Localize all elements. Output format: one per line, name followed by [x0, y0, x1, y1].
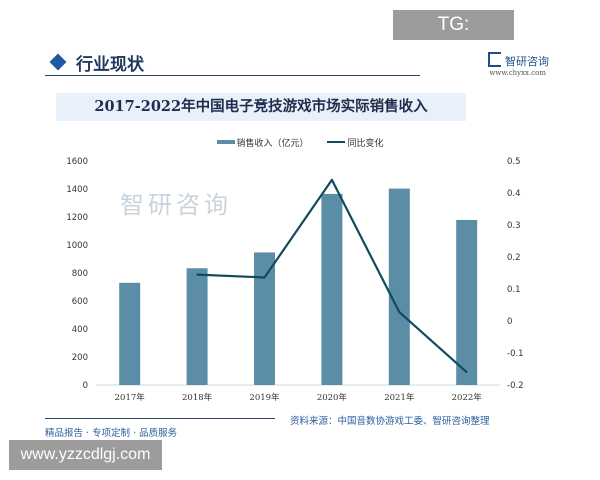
- bar-2018年: [186, 268, 208, 385]
- chart-title: 2017-2022年中国电子竞技游戏市场实际销售收入: [94, 98, 428, 115]
- y-right-tick-label: 0.3: [507, 221, 521, 231]
- y-left-tick-label: 200: [72, 353, 88, 363]
- growth-point-2022年: [465, 371, 468, 374]
- y-left-tick-label: 1400: [66, 185, 88, 195]
- footer-slogan: 精品报告 · 专项定制 · 品质服务: [45, 428, 178, 439]
- y-right-tick-label: -0.1: [507, 349, 524, 359]
- overlay-watermark-bottom: www.yzzcdlgj.com: [9, 440, 162, 470]
- y-right-tick-label: -0.2: [507, 381, 524, 391]
- bar-2020年: [321, 193, 343, 385]
- bar-2017年: [119, 282, 141, 385]
- x-tick-label: 2022年: [452, 392, 483, 403]
- legend-label: 同比变化: [347, 139, 384, 149]
- footer-divider: [45, 418, 275, 419]
- x-tick-label: 2020年: [317, 392, 348, 403]
- growth-point-2019年: [263, 276, 266, 279]
- section-title: 行业现状: [76, 55, 144, 75]
- growth-point-2020年: [331, 179, 333, 181]
- header-divider: [45, 75, 420, 76]
- growth-point-2021年: [398, 311, 401, 313]
- x-tick-label: 2018年: [182, 392, 213, 403]
- source-note: 资料来源：中国音数协游戏工委、智研咨询整理: [290, 416, 490, 427]
- y-right-tick-label: 0.4: [507, 189, 521, 199]
- legend-item-bar: 销售收入（亿元）: [216, 136, 309, 149]
- x-tick-label: 2021年: [384, 392, 415, 403]
- title-band: [56, 93, 466, 121]
- y-right-tick-label: 0.1: [507, 285, 521, 295]
- y-left-tick-label: 1000: [66, 241, 88, 251]
- y-right-tick-label: 0: [507, 317, 512, 327]
- y-left-tick-label: 1200: [66, 213, 88, 223]
- y-left-tick-label: 600: [72, 297, 88, 307]
- y-left-tick-label: 400: [72, 325, 88, 335]
- x-tick-label: 2017年: [115, 392, 146, 403]
- y-left-tick-label: 1600: [66, 157, 88, 167]
- legend-swatch-line: [327, 141, 346, 143]
- bar-2019年: [254, 252, 275, 385]
- overlay-watermark-top: TG: MYYJJPP: [393, 10, 514, 65]
- y-left-tick-label: 800: [72, 269, 88, 279]
- bar-2022年: [456, 219, 478, 385]
- legend-item-line: 同比变化: [327, 136, 383, 149]
- legend-label: 销售收入（亿元）: [236, 139, 309, 149]
- logo-icon: [488, 52, 501, 67]
- legend: 销售收入（亿元） 同比变化: [0, 136, 600, 149]
- x-tick-label: 2019年: [249, 392, 280, 403]
- logo-url: www.chyxx.com: [489, 69, 546, 77]
- y-left-tick-label: 0: [83, 381, 88, 391]
- y-right-tick-label: 0.2: [507, 253, 521, 263]
- logo: 智研咨询: [488, 52, 549, 69]
- legend-swatch-bar: [216, 140, 235, 144]
- growth-point-2018年: [196, 273, 198, 276]
- logo-name: 智研咨询: [505, 55, 549, 68]
- y-right-tick-label: 0.5: [507, 157, 521, 167]
- watermark: 智研咨询: [120, 191, 232, 219]
- bar-2021年: [388, 188, 410, 385]
